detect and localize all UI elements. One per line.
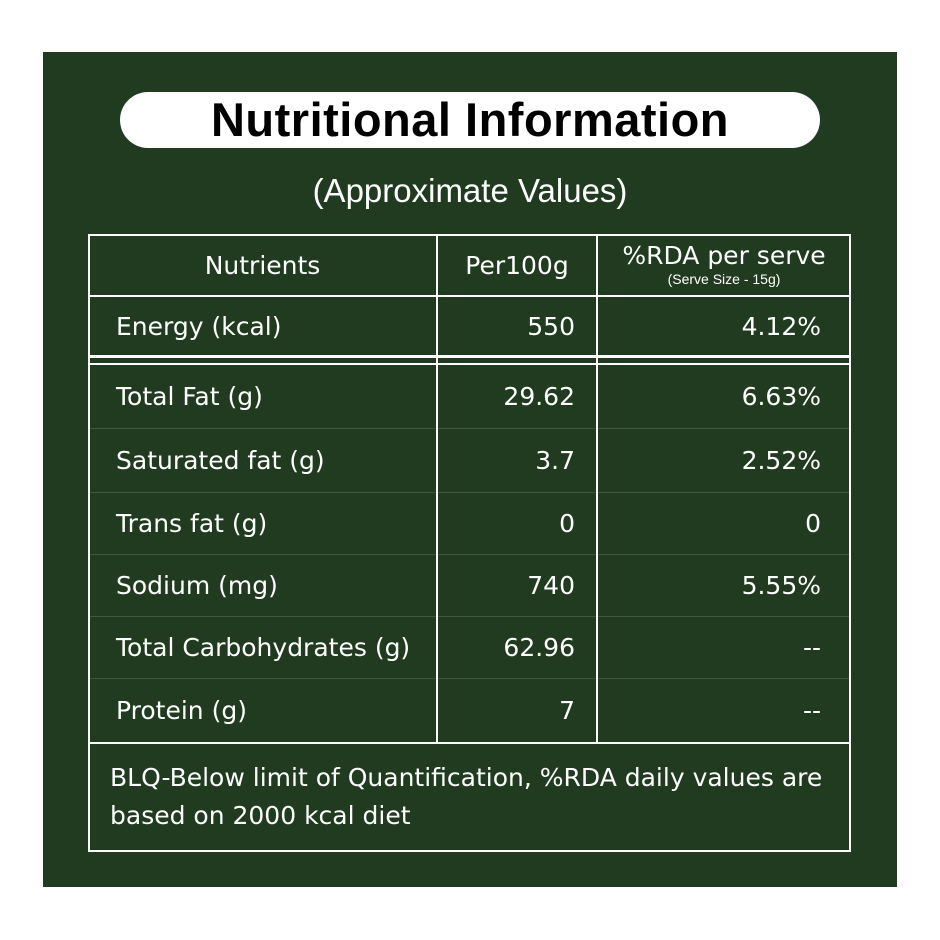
nutrition-table: [88, 234, 851, 852]
row-divider: [90, 616, 849, 617]
nutrient-name: Total Carbohydrates (g): [116, 632, 411, 662]
per-100g: 0: [559, 508, 575, 538]
per-100g: 3.7: [535, 445, 575, 475]
rda-value: 4.12%: [741, 312, 821, 341]
nutrient-name: Protein (g): [116, 695, 247, 725]
row-divider: [88, 742, 851, 744]
column-header: %RDA per serve: [622, 240, 826, 270]
row-divider: [90, 678, 849, 679]
per-100g: 7: [559, 695, 575, 725]
per-100g: 740: [527, 570, 575, 600]
footnote: BLQ-Below limit of Quantification, %RDA …: [110, 763, 823, 830]
nutrient-name: Sodium (mg): [116, 570, 278, 600]
rda-value: 6.63%: [741, 382, 821, 411]
nutrient-name: Total Fat (g): [116, 382, 263, 411]
rda-value: --: [802, 632, 821, 662]
nutrient-name: Energy (kcal): [116, 312, 282, 341]
row-divider: [88, 355, 851, 358]
title: Nutritional Information: [210, 93, 729, 146]
column-divider: [596, 234, 598, 742]
rda-value: 0: [805, 508, 821, 538]
per-100g: 62.96: [503, 632, 575, 662]
row-divider: [90, 554, 849, 555]
column-header: Nutrients: [204, 250, 321, 280]
row-divider: [90, 428, 849, 429]
column-note: (Serve Size - 15g): [667, 271, 781, 287]
nutrient-name: Saturated fat (g): [116, 445, 325, 475]
per-100g: 29.62: [503, 382, 575, 411]
rda-value: 5.55%: [741, 570, 821, 600]
column-divider: [436, 234, 438, 742]
rda-value: --: [802, 695, 821, 725]
row-divider: [90, 492, 849, 493]
row-divider: [88, 363, 851, 365]
title-badge: [120, 92, 820, 148]
nutrient-name: Trans fat (g): [116, 508, 268, 538]
rda-value: 2.52%: [741, 445, 821, 475]
row-divider: [88, 295, 851, 297]
panel: [43, 52, 897, 887]
column-header: Per100g: [465, 250, 569, 280]
subtitle: (Approximate Values): [312, 172, 628, 209]
per-100g: 550: [527, 312, 575, 341]
